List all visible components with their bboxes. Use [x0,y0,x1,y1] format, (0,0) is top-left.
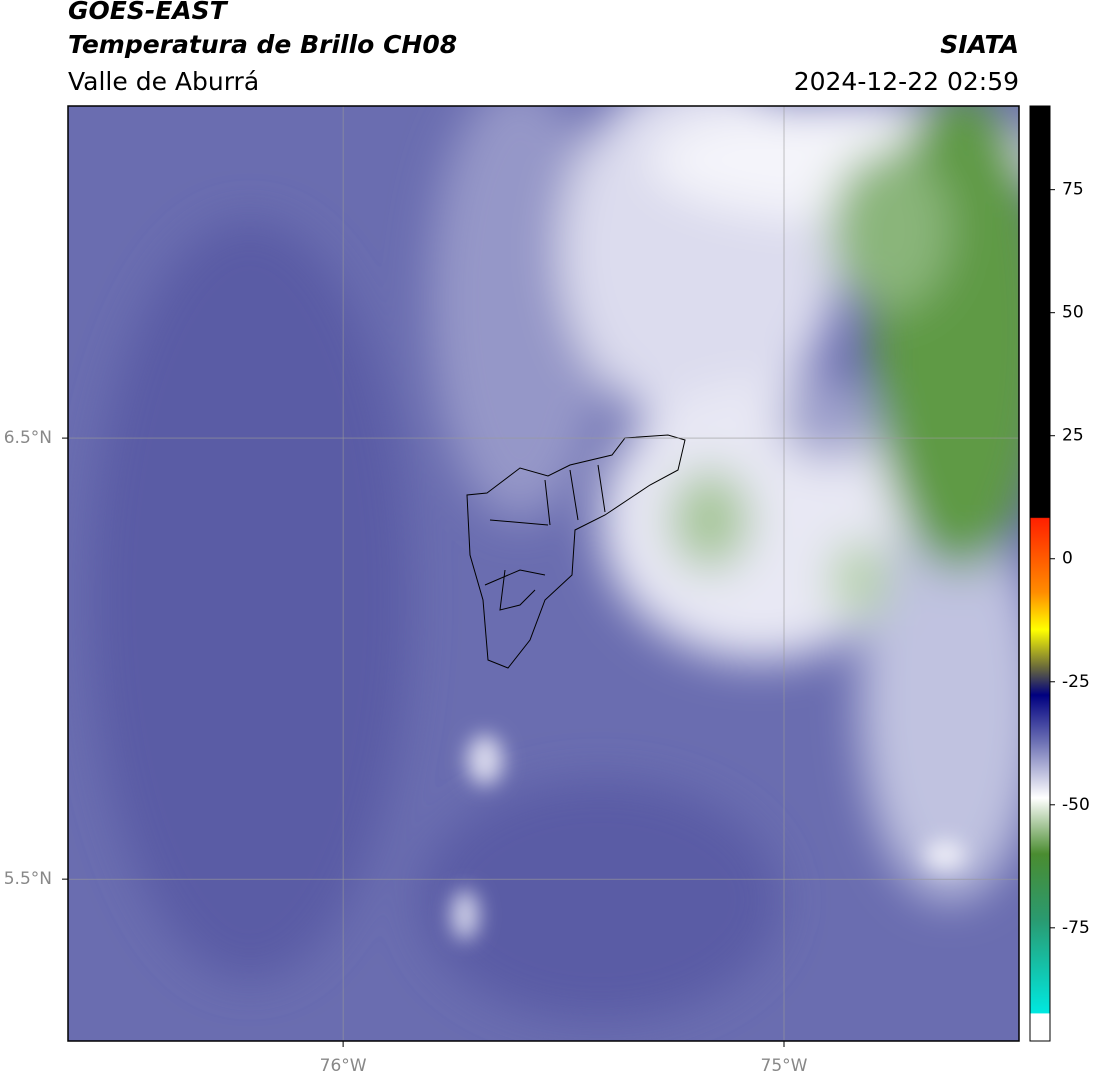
subtitle: Temperatura de Brillo CH08 [68,30,457,59]
region: Valle de Aburrá [68,67,259,96]
x-tick-label: 76°W [320,1056,367,1076]
y-tick-label: 6.5°N [4,428,52,448]
municipal-boundaries [466,434,686,669]
map-frame [67,105,1020,1042]
title: GOES-EAST [68,0,229,25]
y-tick-label: 5.5°N [4,869,52,889]
datetime: 2024-12-22 02:59 [794,67,1019,96]
colorbar-tick-label: 25 [1062,426,1084,446]
colorbar-tick-label: -25 [1062,672,1090,692]
colorbar-tick-label: 0 [1062,549,1073,569]
x-tick-label: 75°W [761,1056,808,1076]
map-field [68,106,1019,1041]
colorbar-tick-label: 75 [1062,180,1084,200]
colorbar-tick-label: 50 [1062,303,1084,323]
colorbar [1029,105,1051,1042]
colorbar-tick-label: -75 [1062,918,1090,938]
colorbar-tick-label: -50 [1062,795,1090,815]
source: SIATA [940,30,1019,59]
graticule [68,106,1019,1041]
